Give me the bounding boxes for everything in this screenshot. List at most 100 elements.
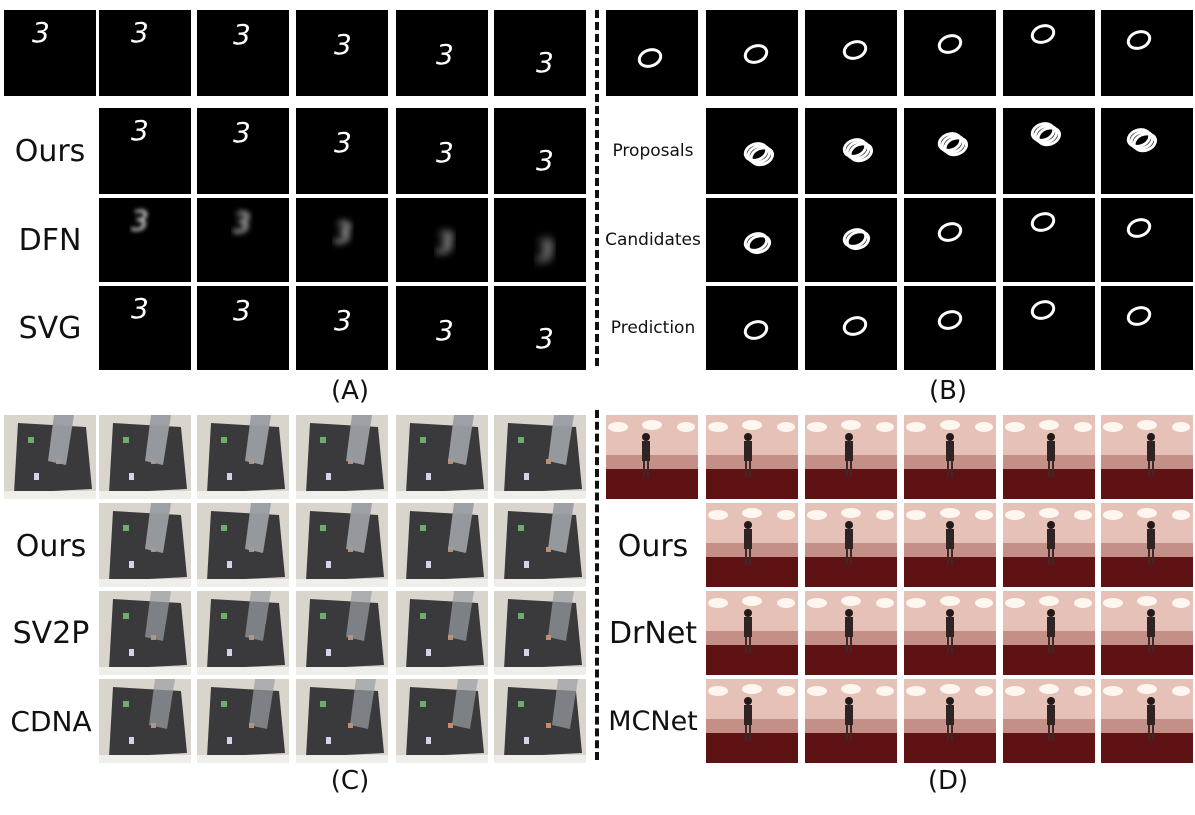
frame-image xyxy=(396,591,488,675)
frame-image xyxy=(904,503,996,589)
frame-image xyxy=(494,415,586,501)
svg-text:3: 3 xyxy=(233,206,251,239)
frame-svg xyxy=(494,415,586,499)
frame-svg xyxy=(494,591,586,675)
svg-text:3: 3 xyxy=(233,116,251,149)
frame-image xyxy=(706,679,798,763)
svg-text:3: 3 xyxy=(32,16,50,49)
frame-svg: 3 xyxy=(396,198,488,282)
frame-svg: 3 xyxy=(296,198,388,282)
frame-svg xyxy=(805,679,897,763)
panel-b-row-label xyxy=(601,10,705,96)
frame-svg xyxy=(706,415,798,499)
frame-svg xyxy=(1101,10,1193,96)
frame-svg xyxy=(805,198,897,282)
frame-svg xyxy=(1101,286,1193,370)
frame-image: 3 xyxy=(99,198,191,282)
frame-svg xyxy=(296,503,388,587)
frame-svg xyxy=(4,415,96,499)
frame-image xyxy=(396,679,488,763)
frame-image xyxy=(805,591,897,675)
frame-svg xyxy=(904,198,996,282)
panel-c-row-label xyxy=(4,415,98,501)
frame-svg xyxy=(706,198,798,282)
panel-a-row-label: SVG xyxy=(18,310,82,346)
frame-svg xyxy=(606,10,698,96)
svg-text:3: 3 xyxy=(131,16,149,49)
frame-image: 3 xyxy=(197,10,289,96)
frame-image xyxy=(296,679,388,763)
frame-svg xyxy=(197,503,289,587)
frame-image: 3 xyxy=(4,10,96,96)
frame-image xyxy=(805,415,897,501)
frame-image xyxy=(1003,415,1095,501)
frame-svg xyxy=(904,503,996,587)
panel-b-caption: (B) xyxy=(928,376,968,406)
frame-image xyxy=(606,415,698,501)
panel-a-row-label xyxy=(4,10,96,96)
frame-image xyxy=(1101,286,1193,370)
frame-svg xyxy=(706,108,798,194)
frame-svg xyxy=(1003,286,1095,370)
panel-c-row-label: CDNA xyxy=(10,704,92,738)
panel-d-row-label: MCNet xyxy=(608,705,698,737)
frame-image xyxy=(494,503,586,589)
frame-svg: 3 xyxy=(296,10,388,96)
frame-svg xyxy=(1101,591,1193,675)
frame-image xyxy=(904,108,996,194)
frame-svg: 3 xyxy=(494,10,586,96)
panel-b-row-label: Candidates xyxy=(605,230,701,250)
svg-text:3: 3 xyxy=(233,294,251,327)
frame-image xyxy=(706,415,798,501)
frame-svg: 3 xyxy=(494,198,586,282)
frame-image xyxy=(99,591,191,675)
frame-svg: 3 xyxy=(296,108,388,194)
frame-image xyxy=(805,198,897,282)
frame-image xyxy=(99,503,191,589)
svg-text:3: 3 xyxy=(536,322,554,355)
panel-a-row-label: DFN xyxy=(18,222,82,258)
frame-image: 3 xyxy=(99,10,191,96)
svg-text:3: 3 xyxy=(536,144,554,177)
frame-image xyxy=(494,591,586,675)
frame-image: 3 xyxy=(296,108,388,194)
frame-image xyxy=(1003,10,1095,96)
frame-image xyxy=(99,415,191,501)
frame-svg: 3 xyxy=(197,10,289,96)
frame-svg: 3 xyxy=(99,10,191,96)
frame-svg: 3 xyxy=(99,198,191,282)
frame-svg xyxy=(1101,503,1193,587)
frame-image xyxy=(606,10,698,96)
frame-image xyxy=(706,503,798,589)
panel-b-row-label: Proposals xyxy=(612,141,694,161)
frame-svg xyxy=(197,415,289,499)
frame-svg xyxy=(1101,108,1193,194)
frame-image xyxy=(805,503,897,589)
frame-svg xyxy=(1003,679,1095,763)
frame-svg xyxy=(494,503,586,587)
frame-image xyxy=(904,415,996,501)
frame-image xyxy=(494,679,586,763)
panel-c-caption: (C) xyxy=(330,766,370,796)
frame-image xyxy=(296,503,388,589)
frame-image: 3 xyxy=(396,10,488,96)
frame-svg xyxy=(494,679,586,763)
svg-text:3: 3 xyxy=(334,216,352,249)
frame-image xyxy=(805,10,897,96)
frame-svg xyxy=(1003,415,1095,499)
frame-image xyxy=(197,415,289,501)
vertical-divider-bottom xyxy=(595,410,599,760)
frame-svg xyxy=(396,415,488,499)
frame-image: 3 xyxy=(197,286,289,370)
frame-image xyxy=(1101,503,1193,589)
svg-text:3: 3 xyxy=(233,18,251,51)
frame-svg: 3 xyxy=(197,286,289,370)
panel-d-caption: (D) xyxy=(927,766,969,796)
frame-svg xyxy=(805,108,897,194)
frame-svg: 3 xyxy=(4,10,96,96)
frame-svg xyxy=(904,108,996,194)
frame-image xyxy=(1003,286,1095,370)
frame-image xyxy=(706,198,798,282)
svg-text:3: 3 xyxy=(436,136,454,169)
panel-b-row-label: Prediction xyxy=(610,318,696,338)
